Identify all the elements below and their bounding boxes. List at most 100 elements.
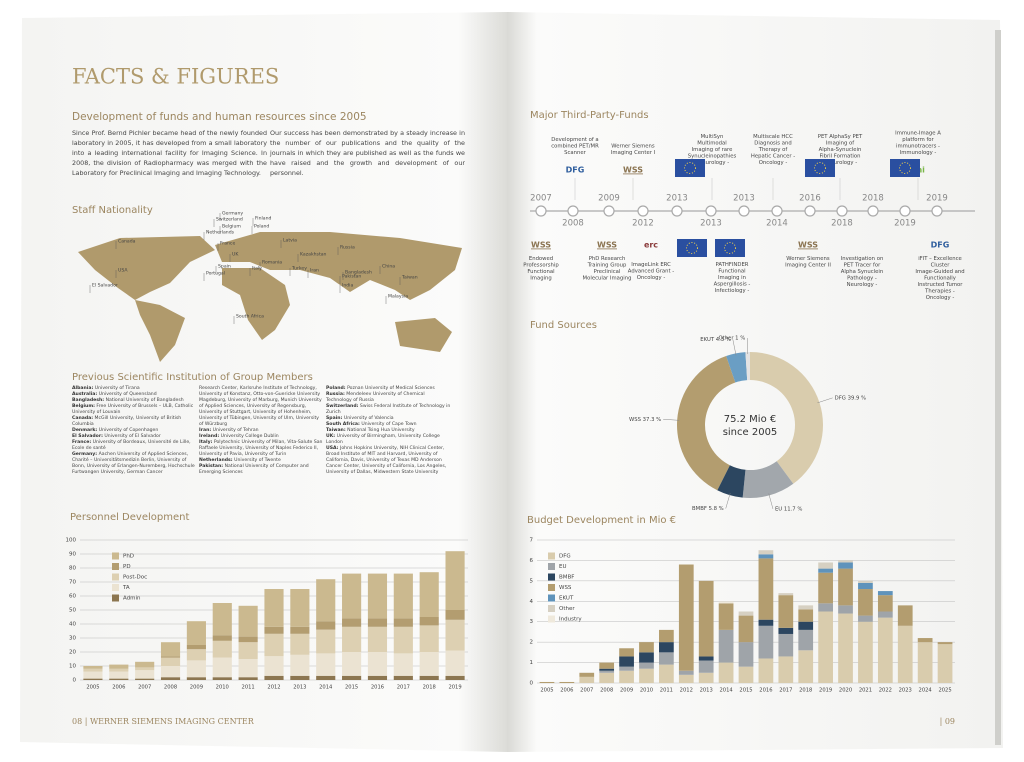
bar-segment [342, 675, 362, 680]
event-text: PhD Research Training Group Preclinical Mol… [583, 256, 632, 282]
country: South Africa: [326, 422, 360, 427]
event-line: Development of a [551, 137, 598, 143]
bar-segment [160, 656, 181, 658]
institution-entry: Belgium: Free University of Brussels – U… [72, 404, 197, 416]
bar-segment [393, 675, 413, 680]
map-label: El Salvador [92, 283, 118, 289]
bar-segment [818, 611, 833, 683]
event-line: Immunology - [900, 150, 937, 156]
x-tick-label: 2005 [86, 685, 99, 691]
x-tick-label: 2014 [719, 688, 733, 694]
x-tick-label: 2022 [879, 688, 892, 694]
logo: WSS [798, 241, 818, 250]
event-line: PATHFINDER [716, 262, 749, 268]
bar-segment [639, 668, 654, 683]
logo: WSS [623, 166, 643, 175]
bar-segment [445, 610, 465, 620]
world-map [78, 232, 462, 362]
bar-segment [758, 625, 774, 659]
timeline-node [867, 205, 879, 217]
map-label: Pakistan [342, 274, 361, 280]
event-line: Synucleinopathies [688, 153, 737, 159]
bar-segment [639, 652, 654, 663]
bar-segment [778, 627, 794, 634]
eu-flag [677, 239, 707, 257]
legend-swatch [548, 605, 555, 612]
x-tick-label: 2016 [759, 688, 772, 694]
timeline-node [637, 205, 649, 217]
bar-segment [937, 644, 953, 683]
x-tick-label: 2016 [371, 685, 384, 691]
institution-entry: Netherlands: University of Twente [199, 458, 324, 464]
timeline-year: 2019 [894, 219, 916, 229]
bar-segment [445, 551, 465, 610]
section-title: Staff Nationality [72, 205, 153, 216]
institution-entry: South Africa: University of Cape Town [326, 422, 451, 428]
country: Netherlands: [199, 458, 233, 463]
legend-swatch [112, 552, 119, 560]
country: Italy: [199, 440, 213, 445]
country: UK: [326, 434, 336, 439]
value-label: DFG 39.9 % [835, 395, 866, 401]
legend-swatch [112, 594, 119, 602]
x-tick-label: 2021 [859, 688, 872, 694]
event-line: Alpha-Synuclein [819, 147, 862, 153]
event-line: Imaging in [718, 275, 746, 281]
institution-entry: El Salvador: University of El Salvador [72, 434, 197, 440]
bar-segment [897, 605, 913, 626]
bar-segment [264, 626, 284, 634]
leader-line [663, 419, 680, 421]
value-label: EKUT 4.3 % [700, 337, 731, 343]
y-tick-label: 40 [69, 622, 76, 628]
bar-segment [419, 617, 439, 626]
institution-entry: Germany: Aachen University of Applied Sc… [72, 452, 197, 476]
eu-stars [899, 162, 911, 174]
timeline-year: 2008 [562, 219, 584, 229]
institution-column: Poland: Poznan University of Medical Sci… [326, 386, 451, 476]
event-line: Functional [527, 269, 554, 275]
y-tick-label: 20 [69, 650, 76, 656]
institution-text: University of Valencia [343, 416, 394, 421]
bar-segment [238, 659, 258, 678]
bar-segment [659, 629, 674, 643]
institution-entry: Iran: University of Tehran [199, 428, 324, 434]
timeline-node [771, 205, 783, 217]
country: Russia: [326, 392, 345, 397]
map-label: China [382, 264, 395, 270]
timeline-year: 2013 [666, 194, 688, 204]
bar-segment [639, 662, 654, 669]
bar-segment [838, 613, 853, 683]
event-line: Endowed [529, 256, 553, 262]
bar-segment [838, 560, 853, 563]
value-label: Other 1 % [718, 336, 745, 342]
bar-segment [877, 591, 893, 596]
institution-text: Free University of Brussels – ULB, Catho… [72, 404, 194, 415]
timeline-year: 2009 [598, 194, 620, 204]
institution-entry: Ireland: University College Dublin [199, 434, 324, 440]
timeline-year: 2013 [733, 194, 755, 204]
event-line: combined PET/MR [551, 143, 599, 149]
bar-segment [109, 664, 129, 669]
y-tick-label: 50 [69, 608, 76, 614]
institution-text: University of El Salvador [104, 434, 161, 439]
bar-segment [212, 603, 232, 636]
legend-swatch [548, 573, 555, 581]
event-line: immunotracers - [896, 143, 940, 149]
x-tick-label: 2012 [267, 685, 280, 691]
map-label: Canada [118, 239, 136, 245]
institution-text: University of Cape Town [361, 422, 417, 427]
bar-segment [212, 635, 232, 641]
institution-text: National University of Computer and Emer… [199, 464, 309, 475]
map-label: India [342, 283, 353, 289]
event-line: Multimodal [697, 140, 726, 146]
event-line: Functional [718, 268, 745, 274]
legend-label: TA [122, 585, 130, 591]
x-tick-label: 2008 [600, 688, 613, 694]
map-label: Italy [252, 266, 262, 272]
institution-text: Polytechnic University of Milan, Vita-Sa… [199, 440, 323, 457]
leader-line [747, 338, 749, 355]
value-label: WSS 37.3 % [629, 417, 661, 423]
event-line: Werner Siemens [786, 256, 830, 262]
bar-segment [316, 579, 336, 622]
